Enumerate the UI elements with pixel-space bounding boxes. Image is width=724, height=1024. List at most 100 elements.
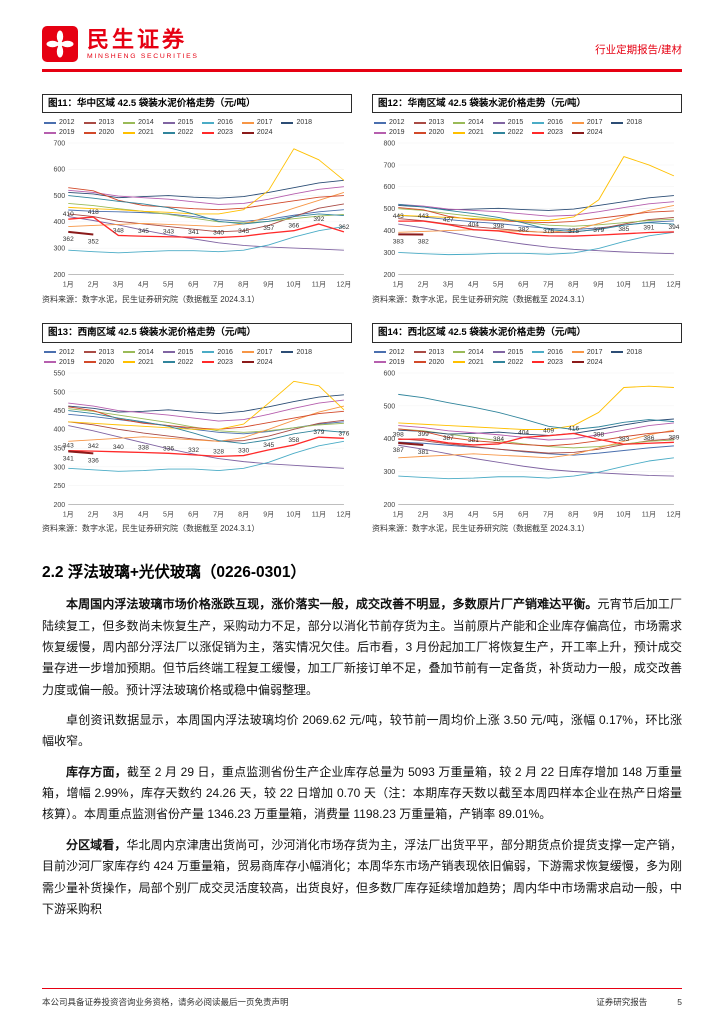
legend-line-icon <box>83 351 96 354</box>
legend-line-icon <box>281 121 294 124</box>
legend-item-2024: 2024 <box>241 359 272 366</box>
svg-text:381: 381 <box>468 437 479 444</box>
svg-text:416: 416 <box>568 425 579 432</box>
figure-block: 图11：华中区域 42.5 袋装水泥价格走势（元/吨） 2012 2013 2014 2… <box>42 93 352 305</box>
paragraph-text: 华北周内京津唐出货尚可，沙河消化市场存货为主，浮法厂出货平平，部分期货点价提货支… <box>42 837 682 916</box>
legend-item-2014: 2014 <box>123 119 154 126</box>
body-text: 本周国内浮法玻璃市场价格涨跌互现，涨价落实一般，成交改善不明显，多数原片厂产销难… <box>42 594 682 920</box>
chart-legend: 2012 2013 2014 2015 2016 2017 2018 2019 2020 2021… <box>44 349 350 366</box>
legend-label: 2013 <box>428 119 445 127</box>
legend-line-icon <box>571 361 584 364</box>
section-heading: 2.2 浮法玻璃+光伏玻璃（0226-0301） <box>42 564 307 582</box>
legend-label: 2017 <box>256 348 273 356</box>
svg-text:2月: 2月 <box>88 281 99 289</box>
figure-title: 图11：华中区域 42.5 袋装水泥价格走势（元/吨） <box>42 93 352 114</box>
legend-item-2016: 2016 <box>202 119 233 126</box>
report-category-label: 证券研究报告 <box>596 997 648 1007</box>
figure-source: 资料来源：数字水泥，民生证券研究院（数据截至 2024.3.1） <box>372 524 590 534</box>
legend-label: 2022 <box>177 129 194 137</box>
figure-source: 资料来源：数字水泥，民生证券研究院（数据截至 2024.3.1） <box>372 294 590 304</box>
legend-label: 2017 <box>256 119 273 127</box>
svg-text:340: 340 <box>213 230 224 237</box>
svg-text:383: 383 <box>393 239 404 246</box>
svg-text:7月: 7月 <box>543 281 554 289</box>
svg-text:10月: 10月 <box>616 510 631 518</box>
paragraph-text: 元宵节后加工厂陆续复工，但多数尚未恢复生产，采购动力不足，部分以消化节前存货为主… <box>42 597 682 697</box>
svg-text:400: 400 <box>383 228 395 235</box>
legend-line-icon <box>532 121 545 124</box>
paragraph: 分区域看，华北周内京津唐出货尚可，沙河消化市场存货为主，浮法厂出货平平，部分期货… <box>42 835 682 920</box>
legend-line-icon <box>123 131 136 134</box>
minsheng-logo-icon <box>42 26 78 62</box>
legend-label: 2015 <box>177 348 194 356</box>
legend-item-2017: 2017 <box>571 349 602 356</box>
svg-text:11月: 11月 <box>642 281 656 289</box>
legend-line-icon <box>571 131 584 134</box>
svg-text:4月: 4月 <box>138 281 149 289</box>
chart-legend: 2012 2013 2014 2015 2016 2017 2018 2019 2020 2021… <box>374 349 680 366</box>
legend-item-2021: 2021 <box>123 129 154 136</box>
svg-text:300: 300 <box>383 250 395 257</box>
legend-label: 2015 <box>177 119 194 127</box>
legend-label: 2018 <box>296 348 313 356</box>
figure-source: 资料来源：数字水泥，民生证券研究院（数据截至 2024.3.1） <box>42 294 260 304</box>
legend-label: 2022 <box>507 358 524 366</box>
paragraph-bold-lead: 分区域看， <box>66 837 127 852</box>
legend-label: 2015 <box>507 119 524 127</box>
legend-item-2023: 2023 <box>202 359 233 366</box>
legend-label: 2014 <box>138 348 154 356</box>
legend-label: 2020 <box>428 129 445 137</box>
brand: 民生证券 MINSHENG SECURITIES <box>42 26 199 62</box>
svg-text:4月: 4月 <box>138 510 149 518</box>
legend-label: 2018 <box>626 119 643 127</box>
svg-text:6月: 6月 <box>188 510 199 518</box>
legend-line-icon <box>413 131 426 134</box>
legend-item-2018: 2018 <box>281 119 312 126</box>
svg-text:4月: 4月 <box>468 510 479 518</box>
paragraph-bold-lead: 本周国内浮法玻璃市场价格涨跌互现，涨价落实一般，成交改善不明显，多数原片厂产销难… <box>66 597 598 612</box>
paragraph-text: 截至 2 月 29 日，重点监测省份生产企业库存总量为 5093 万重量箱，较 … <box>42 764 682 822</box>
svg-text:392: 392 <box>313 216 324 223</box>
svg-text:700: 700 <box>383 163 395 170</box>
legend-line-icon <box>532 351 545 354</box>
footer-divider <box>42 988 682 989</box>
svg-text:8月: 8月 <box>568 510 579 518</box>
legend-line-icon <box>374 121 386 124</box>
svg-text:6月: 6月 <box>518 510 529 518</box>
svg-text:9月: 9月 <box>593 510 604 518</box>
legend-label: 2013 <box>98 119 115 127</box>
legend-item-2021: 2021 <box>453 359 484 366</box>
legend-item-2022: 2022 <box>162 359 193 366</box>
legend-label: 2016 <box>217 119 233 127</box>
svg-text:11月: 11月 <box>642 510 656 518</box>
svg-text:443: 443 <box>418 213 429 220</box>
svg-text:6月: 6月 <box>188 281 199 289</box>
legend-item-2021: 2021 <box>453 129 484 136</box>
chart-canvas: 200 250 300 350 400 450 500 550 1月 2月 3月 4月 5月 6月 7月 8月… <box>42 367 352 520</box>
legend-label: 2020 <box>98 129 115 137</box>
svg-text:443: 443 <box>393 213 404 220</box>
legend-item-2024: 2024 <box>241 129 272 136</box>
legend-line-icon <box>44 131 56 134</box>
legend-line-icon <box>241 351 254 354</box>
svg-text:352: 352 <box>88 239 99 246</box>
svg-text:500: 500 <box>53 193 65 200</box>
legend-label: 2018 <box>296 119 313 127</box>
legend-item-2023: 2023 <box>532 129 563 136</box>
figure-title: 图13：西南区域 42.5 袋装水泥价格走势（元/吨） <box>42 322 352 343</box>
legend-label: 2013 <box>98 348 115 356</box>
legend-label: 2019 <box>389 129 405 137</box>
legend-label: 2023 <box>547 129 563 137</box>
svg-text:550: 550 <box>53 370 65 377</box>
svg-text:375: 375 <box>568 228 579 235</box>
legend-label: 2019 <box>389 358 405 366</box>
svg-text:410: 410 <box>63 212 74 219</box>
legend-line-icon <box>44 121 56 124</box>
legend-line-icon <box>162 361 175 364</box>
legend-item-2013: 2013 <box>83 348 115 356</box>
legend-line-icon <box>123 361 136 364</box>
legend-label: 2012 <box>389 348 405 356</box>
legend-line-icon <box>532 131 545 134</box>
svg-text:357: 357 <box>263 225 274 232</box>
svg-text:250: 250 <box>53 483 65 490</box>
